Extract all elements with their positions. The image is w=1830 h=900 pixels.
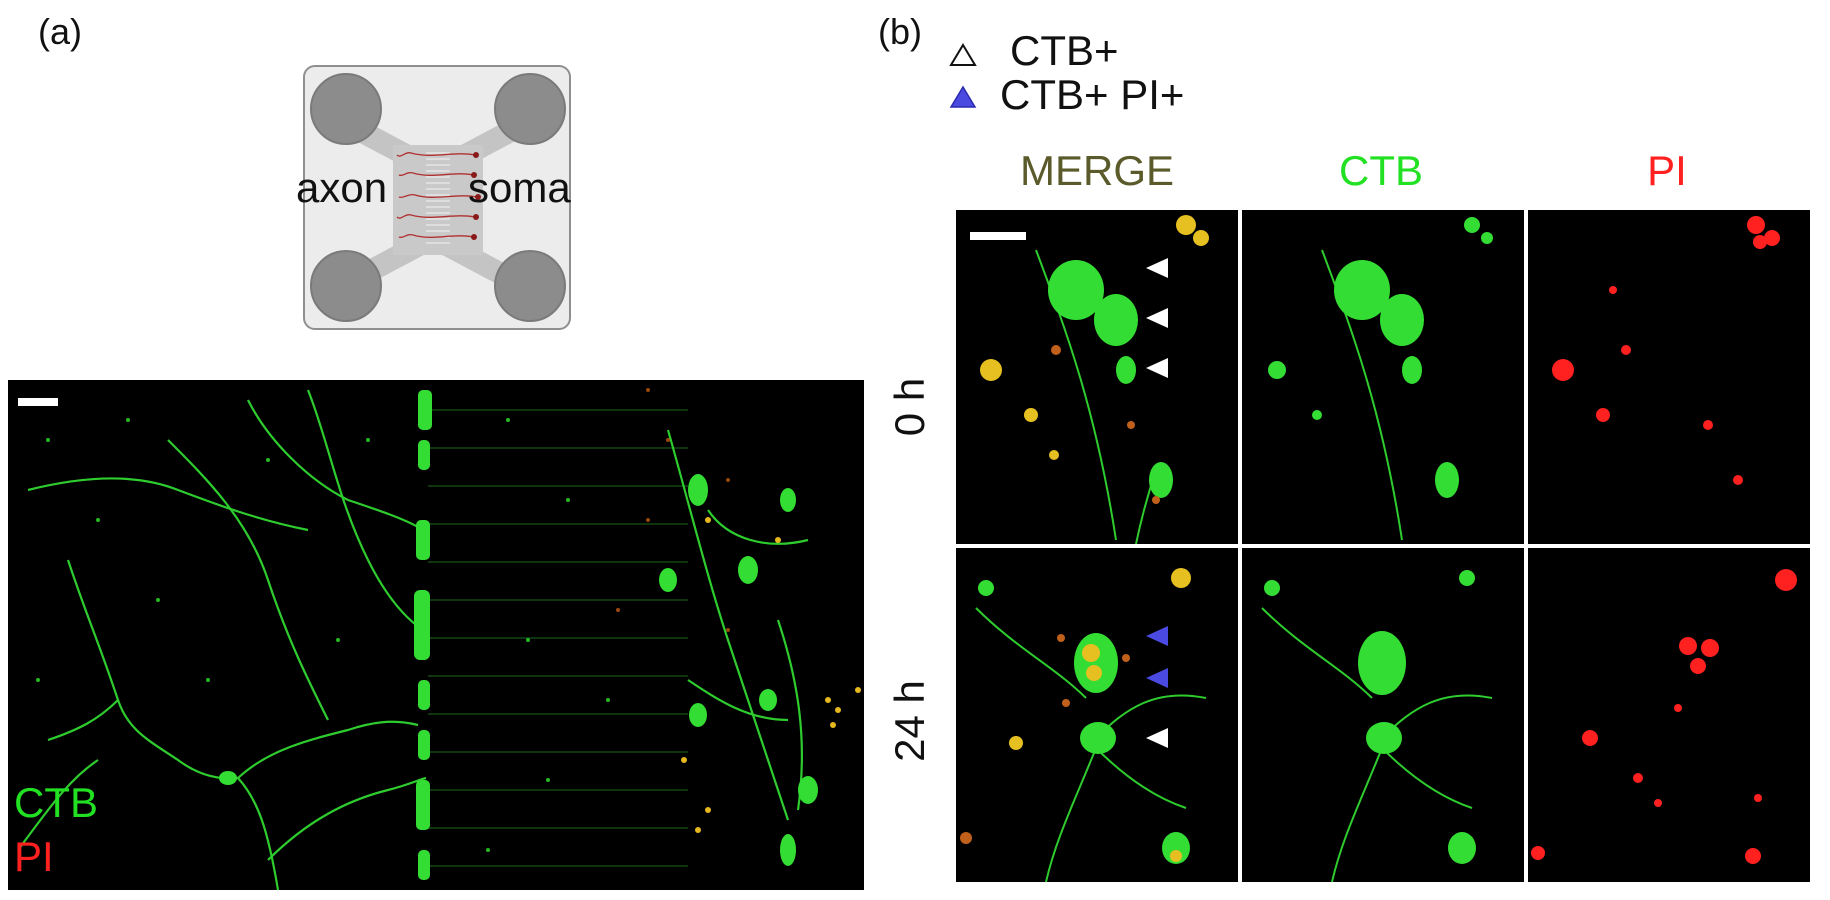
- row-header-0h: 0 h: [886, 377, 933, 437]
- pi-stain-label: PI: [14, 833, 54, 880]
- axon-compartment-label: axon: [296, 164, 388, 211]
- ctb-pi-positive-arrowhead: [1146, 668, 1168, 688]
- column-header-pi: PI: [1647, 147, 1687, 194]
- fluorescence-image: [1552, 216, 1780, 485]
- column-header-merge: MERGE: [1019, 147, 1174, 194]
- panel-b-label: (b): [878, 11, 922, 52]
- fluorescence-image: [1268, 217, 1493, 541]
- fluorescence-image: [960, 568, 1207, 882]
- image-24h-merge: [956, 548, 1238, 882]
- neuron-microgrooves-drawing: [396, 152, 481, 244]
- image-24h-ctb: [1242, 548, 1524, 882]
- ctb-pi-positive-arrowhead: [1146, 626, 1168, 646]
- image-0h-merge: [956, 210, 1238, 544]
- row-header-24h: 24 h: [886, 680, 933, 762]
- ctb-positive-arrowhead: [1146, 308, 1168, 328]
- image-0h-pi: [1528, 210, 1810, 544]
- scale-bar: [970, 232, 1026, 240]
- image-24h-pi: [1528, 548, 1810, 882]
- compartment-micrograph: CTB PI: [8, 380, 864, 890]
- image-0h-ctb: [1242, 210, 1524, 544]
- ctb-positive-arrowhead: [1146, 258, 1168, 278]
- legend-ctb-pi-positive: CTB+ PI+: [1000, 71, 1185, 118]
- blue-triangle-icon: [949, 85, 977, 108]
- reservoir-well: [310, 250, 382, 322]
- fluorescence-image: [1531, 569, 1797, 864]
- reservoir-well: [310, 73, 382, 145]
- outline-triangle-icon: [949, 43, 977, 66]
- microfluidic-device-schematic: [303, 65, 571, 330]
- ctb-positive-arrowhead: [1146, 358, 1168, 378]
- fluorescence-image: [1261, 570, 1493, 882]
- column-header-ctb: CTB: [1339, 147, 1423, 194]
- soma-compartment-label: soma: [468, 164, 571, 211]
- panel-a-label: (a): [38, 11, 82, 52]
- micrograph-fluorescence: [17, 388, 861, 890]
- reservoir-well: [494, 73, 566, 145]
- fluorescence-image: [980, 215, 1209, 544]
- image-grid: [956, 210, 1826, 890]
- scale-bar: [18, 398, 58, 406]
- reservoir-well: [494, 250, 566, 322]
- ctb-stain-label: CTB: [14, 779, 98, 826]
- ctb-positive-arrowhead: [1146, 728, 1168, 748]
- legend-ctb-positive: CTB+: [1010, 27, 1119, 74]
